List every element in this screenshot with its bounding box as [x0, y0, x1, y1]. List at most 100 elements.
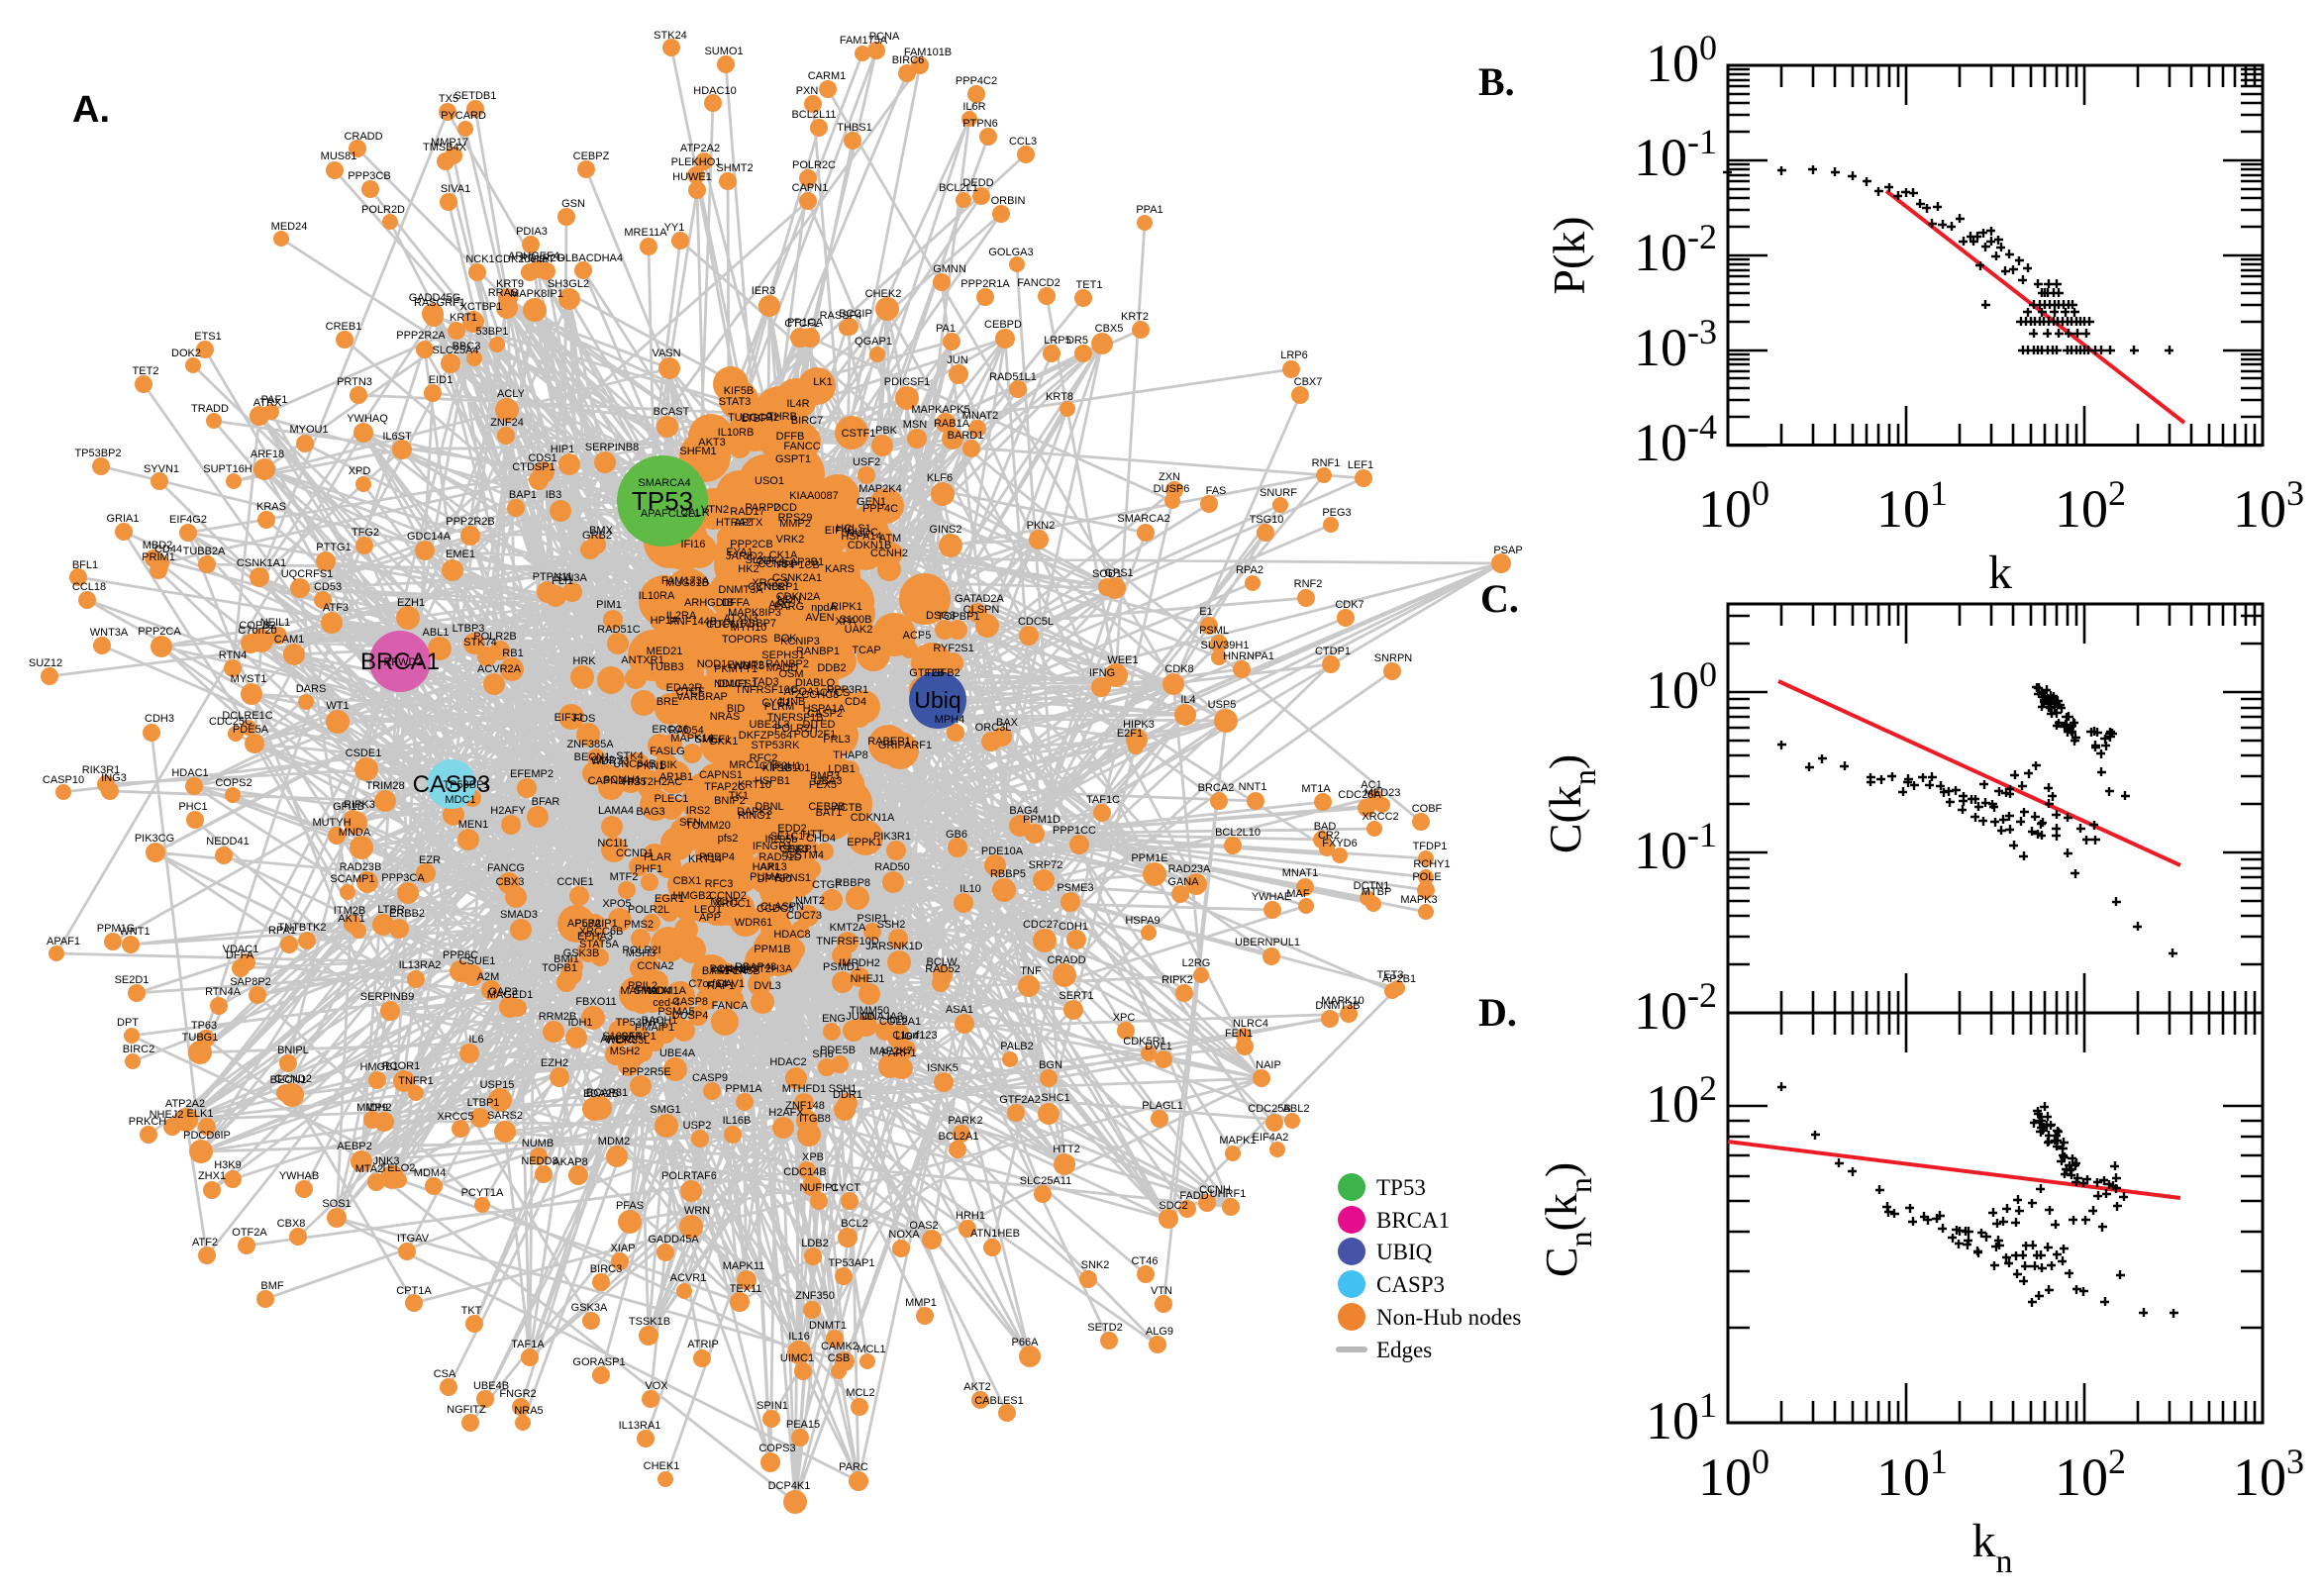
- svg-text:ZNF148: ZNF148: [785, 1100, 825, 1112]
- svg-text:SMG1: SMG1: [650, 1104, 680, 1116]
- svg-text:KRT8: KRT8: [1046, 391, 1073, 403]
- svg-text:TET3: TET3: [1377, 969, 1404, 981]
- svg-text:POLE: POLE: [1412, 871, 1441, 883]
- svg-text:WT1: WT1: [326, 700, 349, 712]
- svg-text:RAD17: RAD17: [730, 506, 764, 518]
- svg-text:PPP2R1A: PPP2R1A: [960, 278, 1010, 290]
- svg-text:CABLES1: CABLES1: [974, 1395, 1024, 1407]
- svg-text:A.: A.: [72, 89, 110, 131]
- svg-text:ACLY: ACLY: [497, 388, 526, 400]
- svg-text:SERPINB8: SERPINB8: [585, 442, 639, 453]
- svg-text:BAT1: BAT1: [816, 807, 843, 819]
- svg-text:LEO1: LEO1: [694, 904, 722, 916]
- svg-text:RFWD2: RFWD2: [383, 656, 422, 668]
- svg-text:AP2B1: AP2B1: [1382, 973, 1416, 985]
- svg-text:ASA1: ASA1: [946, 1004, 973, 1016]
- svg-text:RBAP48: RBAP48: [735, 961, 776, 973]
- svg-text:DEDD: DEDD: [962, 177, 993, 189]
- svg-text:KRT1: KRT1: [450, 312, 477, 324]
- svg-text:POLR2H: POLR2H: [774, 723, 818, 735]
- svg-text:VRK2: VRK2: [776, 534, 805, 546]
- svg-text:CDS1: CDS1: [528, 452, 556, 464]
- svg-text:SLX4: SLX4: [746, 554, 772, 566]
- svg-text:PCNA2: PCNA2: [710, 963, 747, 975]
- svg-text:CDC14B: CDC14B: [783, 1166, 826, 1178]
- svg-text:KCNIP3: KCNIP3: [780, 636, 820, 648]
- svg-text:JUND: JUND: [846, 1011, 874, 1023]
- svg-text:IDH1: IDH1: [567, 1017, 592, 1029]
- svg-text:DOK2: DOK2: [171, 348, 201, 359]
- svg-text:SLC25A4: SLC25A4: [432, 345, 478, 356]
- svg-text:IL2RA: IL2RA: [666, 610, 697, 622]
- svg-text:ATP2A2: ATP2A2: [165, 1098, 205, 1110]
- svg-text:HDAC10: HDAC10: [693, 85, 736, 97]
- svg-text:HTT2: HTT2: [1053, 1144, 1080, 1155]
- svg-text:MTBP: MTBP: [1362, 886, 1392, 898]
- svg-text:TNTBTK2: TNTBTK2: [278, 922, 327, 934]
- svg-text:ZHX1: ZHX1: [198, 1170, 226, 1182]
- svg-text:EPHA3: EPHA3: [577, 931, 613, 943]
- svg-text:POLR2C: POLR2C: [792, 159, 836, 171]
- svg-text:BGN: BGN: [1039, 1059, 1062, 1071]
- svg-text:DCLRE1C: DCLRE1C: [222, 710, 272, 722]
- svg-text:PPP4C2: PPP4C2: [956, 75, 997, 87]
- svg-text:LRP6: LRP6: [1280, 349, 1308, 361]
- svg-text:DVL3: DVL3: [754, 980, 781, 992]
- svg-text:IL13RA2: IL13RA2: [399, 959, 442, 971]
- svg-text:101: 101: [1876, 473, 1948, 539]
- svg-text:COPS2: COPS2: [215, 777, 252, 789]
- svg-text:BMF: BMF: [260, 1280, 284, 1292]
- svg-text:IL10: IL10: [960, 883, 980, 895]
- svg-text:HIP1: HIP1: [551, 444, 574, 455]
- svg-text:GATAD2A: GATAD2A: [955, 593, 1004, 605]
- svg-text:SHMT2: SHMT2: [716, 162, 753, 174]
- svg-text:EIF4A2: EIF4A2: [1253, 1132, 1289, 1144]
- svg-text:VRK1: VRK1: [720, 964, 749, 976]
- svg-text:XPO5: XPO5: [602, 898, 631, 910]
- svg-text:103: 103: [2233, 473, 2304, 539]
- svg-text:MAP2K4: MAP2K4: [858, 483, 901, 495]
- svg-text:EIF3J: EIF3J: [555, 712, 583, 724]
- svg-text:PRL3: PRL3: [823, 734, 851, 746]
- svg-text:EFEMP2: EFEMP2: [510, 768, 554, 780]
- svg-text:BNIPL: BNIPL: [277, 1045, 309, 1056]
- svg-text:ced-4: ced-4: [653, 997, 680, 1009]
- svg-text:PHC1: PHC1: [178, 801, 207, 813]
- svg-text:PRKCH: PRKCH: [129, 1116, 167, 1128]
- svg-text:STK4: STK4: [616, 750, 644, 762]
- svg-text:PEA15: PEA15: [786, 1419, 820, 1431]
- svg-text:OTF2A: OTF2A: [232, 1227, 267, 1239]
- svg-text:PPP1CC: PPP1CC: [1053, 825, 1096, 837]
- svg-text:DPY30: DPY30: [758, 873, 792, 885]
- svg-text:USO1: USO1: [755, 475, 784, 487]
- svg-text:RTN4A: RTN4A: [205, 986, 242, 998]
- svg-text:CDC27: CDC27: [1023, 919, 1059, 931]
- svg-text:RAD23A: RAD23A: [1168, 863, 1211, 875]
- svg-text:PPP2R5B: PPP2R5B: [711, 965, 760, 977]
- svg-text:MYH10: MYH10: [731, 622, 767, 634]
- svg-text:B.: B.: [1478, 59, 1515, 104]
- svg-text:CDK2deltaT: CDK2deltaT: [495, 253, 555, 265]
- svg-text:CREB1: CREB1: [326, 321, 362, 333]
- svg-text:PMAIP1: PMAIP1: [635, 1022, 674, 1034]
- svg-text:S100B: S100B: [839, 614, 871, 626]
- svg-text:MAP2K7: MAP2K7: [869, 1046, 912, 1057]
- svg-text:STK74: STK74: [463, 637, 497, 648]
- svg-text:RABEP1: RABEP1: [867, 736, 910, 748]
- svg-text:KIF1B: KIF1B: [762, 762, 793, 774]
- svg-text:ORC3L: ORC3L: [975, 722, 1012, 734]
- svg-text:CBX7: CBX7: [1294, 376, 1323, 388]
- svg-text:BCLW: BCLW: [927, 956, 959, 968]
- svg-text:POLR2B: POLR2B: [473, 631, 516, 643]
- svg-text:EID1: EID1: [429, 374, 453, 386]
- svg-text:SOD1: SOD1: [1092, 568, 1122, 580]
- svg-text:PDE10A: PDE10A: [981, 846, 1024, 857]
- svg-text:MSH2: MSH2: [610, 1046, 641, 1057]
- svg-text:GADD45G: GADD45G: [409, 292, 461, 304]
- svg-text:SH3GL2: SH3GL2: [548, 278, 589, 290]
- svg-text:BCAST: BCAST: [654, 406, 690, 418]
- svg-text:STK24: STK24: [654, 30, 687, 42]
- svg-text:KIAA0087: KIAA0087: [789, 490, 839, 502]
- svg-text:TFG2: TFG2: [352, 527, 379, 539]
- svg-text:CCND1: CCND1: [616, 848, 654, 859]
